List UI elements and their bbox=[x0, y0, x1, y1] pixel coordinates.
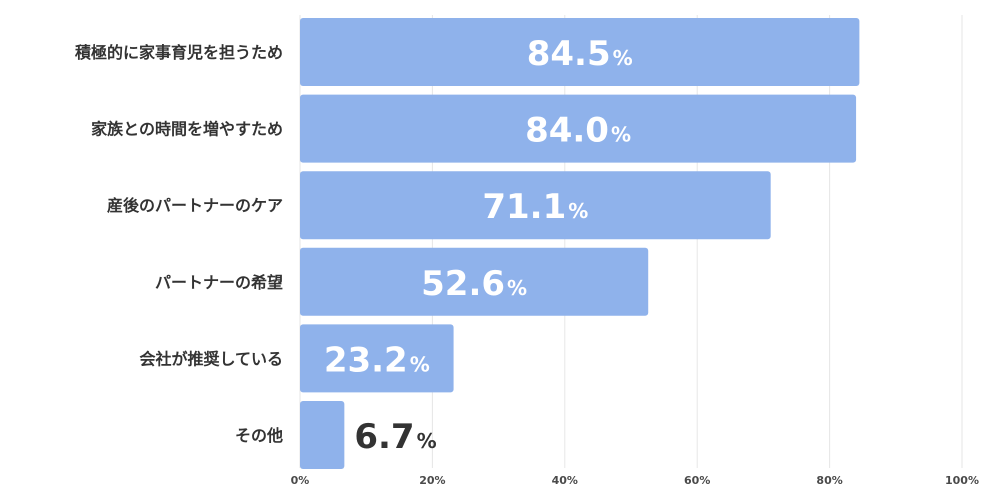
category-label: 家族との時間を増やすため bbox=[91, 120, 283, 139]
bar bbox=[300, 94, 857, 163]
x-axis-ticks: 0% 20% 40% 60% 80% 100% bbox=[291, 474, 979, 487]
category-labels: 積極的に家事育児を担うため家族との時間を増やすため産後のパートナーのケアパートナ… bbox=[74, 43, 283, 445]
category-label: 産後のパートナーのケア bbox=[107, 196, 283, 215]
value-label: 84.0% bbox=[525, 111, 631, 151]
x-tick-label: 0% bbox=[291, 474, 310, 487]
category-label: パートナーの希望 bbox=[155, 273, 283, 292]
x-tick-label: 40% bbox=[552, 474, 578, 487]
category-label: 会社が推奨している bbox=[139, 349, 283, 368]
value-number: 71.1 bbox=[482, 187, 566, 227]
value-unit: % bbox=[613, 46, 633, 70]
value-number: 23.2 bbox=[324, 340, 408, 380]
value-number: 84.0 bbox=[525, 111, 609, 151]
value-number: 52.6 bbox=[421, 264, 505, 304]
x-tick-label: 20% bbox=[419, 474, 445, 487]
bar bbox=[300, 401, 345, 469]
value-unit: % bbox=[568, 199, 588, 223]
bar bbox=[300, 324, 454, 393]
x-tick-label: 100% bbox=[945, 474, 979, 487]
value-label: 23.2% bbox=[324, 340, 430, 380]
value-number: 6.7 bbox=[354, 417, 414, 457]
value-labels: 84.5 %84.0 %71.1 %52.6%23.2 %6.7% bbox=[324, 34, 633, 457]
category-label: 積極的に家事育児を担うため bbox=[74, 43, 283, 62]
value-unit: % bbox=[410, 352, 430, 376]
category-label: その他 bbox=[235, 426, 283, 445]
bars bbox=[300, 18, 860, 469]
bar bbox=[300, 18, 860, 86]
value-label: 71.1% bbox=[482, 187, 588, 227]
bar bbox=[300, 247, 649, 316]
value-number: 84.5 bbox=[527, 34, 611, 74]
x-tick-label: 80% bbox=[816, 474, 842, 487]
value-unit: % bbox=[417, 429, 437, 453]
gridlines bbox=[299, 15, 963, 468]
value-label: 84.5% bbox=[527, 34, 633, 74]
value-label: 52.6% bbox=[421, 264, 527, 304]
value-unit: % bbox=[507, 276, 527, 300]
value-unit: % bbox=[611, 123, 631, 147]
bar bbox=[300, 171, 771, 240]
x-tick-label: 60% bbox=[684, 474, 710, 487]
value-label: 6.7% bbox=[354, 417, 436, 457]
